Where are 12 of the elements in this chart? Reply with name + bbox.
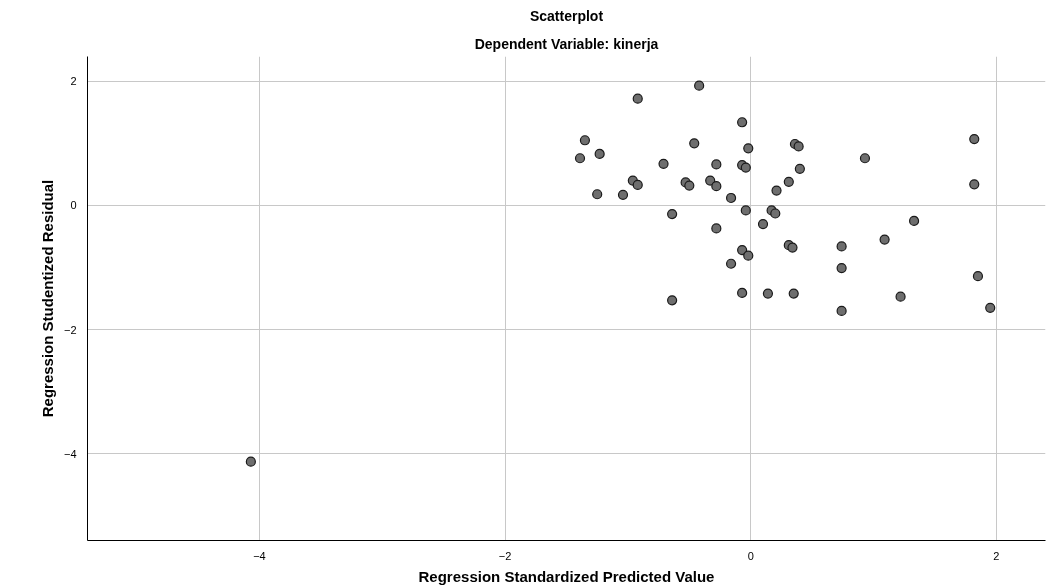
chart-subtitle: Dependent Variable: kinerja <box>474 35 659 52</box>
x-tick-label: −4 <box>253 549 266 562</box>
y-tick-label: −4 <box>63 447 77 460</box>
x-axis-title: Regression Standardized Predicted Value <box>418 567 715 585</box>
y-axis-title: Regression Studentized Residual <box>38 179 56 418</box>
x-tick-label: −2 <box>498 549 512 562</box>
chart-title: Scatterplot <box>529 7 604 24</box>
x-tick-label: 0 <box>747 549 754 562</box>
x-tick-label: 2 <box>993 549 1000 562</box>
y-tick-label: 0 <box>70 199 77 212</box>
y-tick-label: 2 <box>70 75 77 88</box>
y-tick-label: −2 <box>63 323 77 336</box>
